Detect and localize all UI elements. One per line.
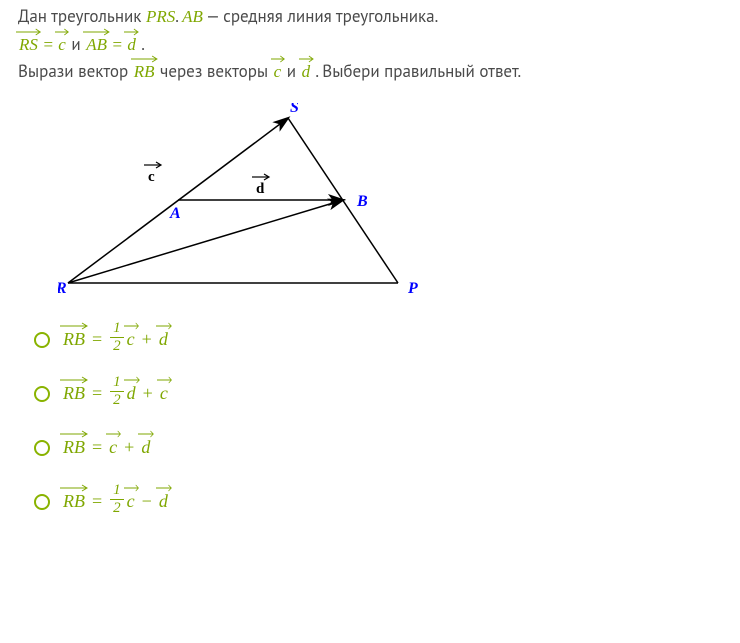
svg-text:R: R: [58, 280, 67, 297]
answer-expression: RB=c+d: [62, 434, 151, 461]
svg-text:S: S: [290, 103, 299, 116]
segment-ab: AB: [182, 7, 203, 26]
vector-c: c: [126, 326, 136, 353]
vector-d: d: [126, 380, 137, 407]
svg-text:A: A: [169, 205, 181, 222]
vector-rb: RB: [62, 326, 86, 353]
answer-option-4[interactable]: RB=12c−d: [34, 483, 722, 521]
vector-rb: RB: [133, 59, 156, 85]
text: — средняя линия треугольника.: [203, 5, 438, 27]
vector-c: c: [273, 59, 283, 85]
answer-expression: RB=12c−d: [62, 485, 169, 518]
vector-d: d: [301, 59, 312, 85]
vector-d: d: [158, 326, 169, 353]
text: и: [71, 33, 85, 55]
equals: =: [113, 35, 127, 54]
text: и: [287, 60, 301, 82]
vector-rb: RB: [62, 380, 86, 407]
svg-text:B: B: [356, 193, 368, 210]
answer-option-2[interactable]: RB=12d+c: [34, 375, 722, 413]
text: Вырази вектор: [18, 60, 133, 82]
problem-line-3: Вырази вектор RB через векторы c и d . В…: [18, 59, 722, 85]
answer-option-1[interactable]: RB=12c+d: [34, 321, 722, 359]
radio-button[interactable]: [34, 440, 50, 456]
svg-text:d: d: [256, 181, 265, 197]
fraction: 12: [110, 483, 124, 516]
vector-rb: RB: [62, 488, 86, 515]
problem-line-2: RS = c и AB = d .: [18, 32, 722, 58]
svg-text:c: c: [148, 169, 155, 185]
vector-d: d: [158, 488, 169, 515]
fraction: 12: [110, 321, 124, 354]
answer-option-3[interactable]: RB=c+d: [34, 429, 722, 467]
radio-button[interactable]: [34, 386, 50, 402]
triangle-svg: R P S A Bc d: [58, 103, 418, 303]
vector-rb: RB: [62, 434, 86, 461]
text: через векторы: [160, 60, 273, 82]
text: Дан треугольник: [18, 5, 146, 27]
svg-text:P: P: [407, 280, 418, 297]
vector-c: c: [57, 32, 67, 58]
vector-d: d: [140, 434, 151, 461]
page-root: { "colors": { "text": "#4a4a4a", "accent…: [0, 0, 740, 643]
radio-button[interactable]: [34, 332, 50, 348]
equals: =: [43, 35, 57, 54]
answer-expression: RB=12d+c: [62, 377, 169, 410]
answer-list: RB=12c+d RB=12d+c RB=c+d RB=12c−d: [18, 321, 722, 521]
triangle-name: PRS: [146, 7, 175, 26]
fraction: 12: [110, 375, 124, 408]
vector-d: d: [126, 32, 137, 58]
vector-c: c: [108, 434, 118, 461]
text: .: [141, 33, 145, 55]
vector-c: c: [159, 380, 169, 407]
text: . Выбери правильный ответ.: [315, 60, 521, 82]
vector-rs: RS: [18, 32, 39, 58]
problem-text: Дан треугольник PRS. AB — средняя линия …: [18, 4, 722, 85]
triangle-figure: R P S A Bc d: [58, 103, 438, 303]
vector-ab: AB: [85, 32, 108, 58]
vector-c: c: [126, 488, 136, 515]
problem-line-1: Дан треугольник PRS. AB — средняя линия …: [18, 4, 722, 30]
radio-button[interactable]: [34, 494, 50, 510]
answer-expression: RB=12c+d: [62, 323, 169, 356]
